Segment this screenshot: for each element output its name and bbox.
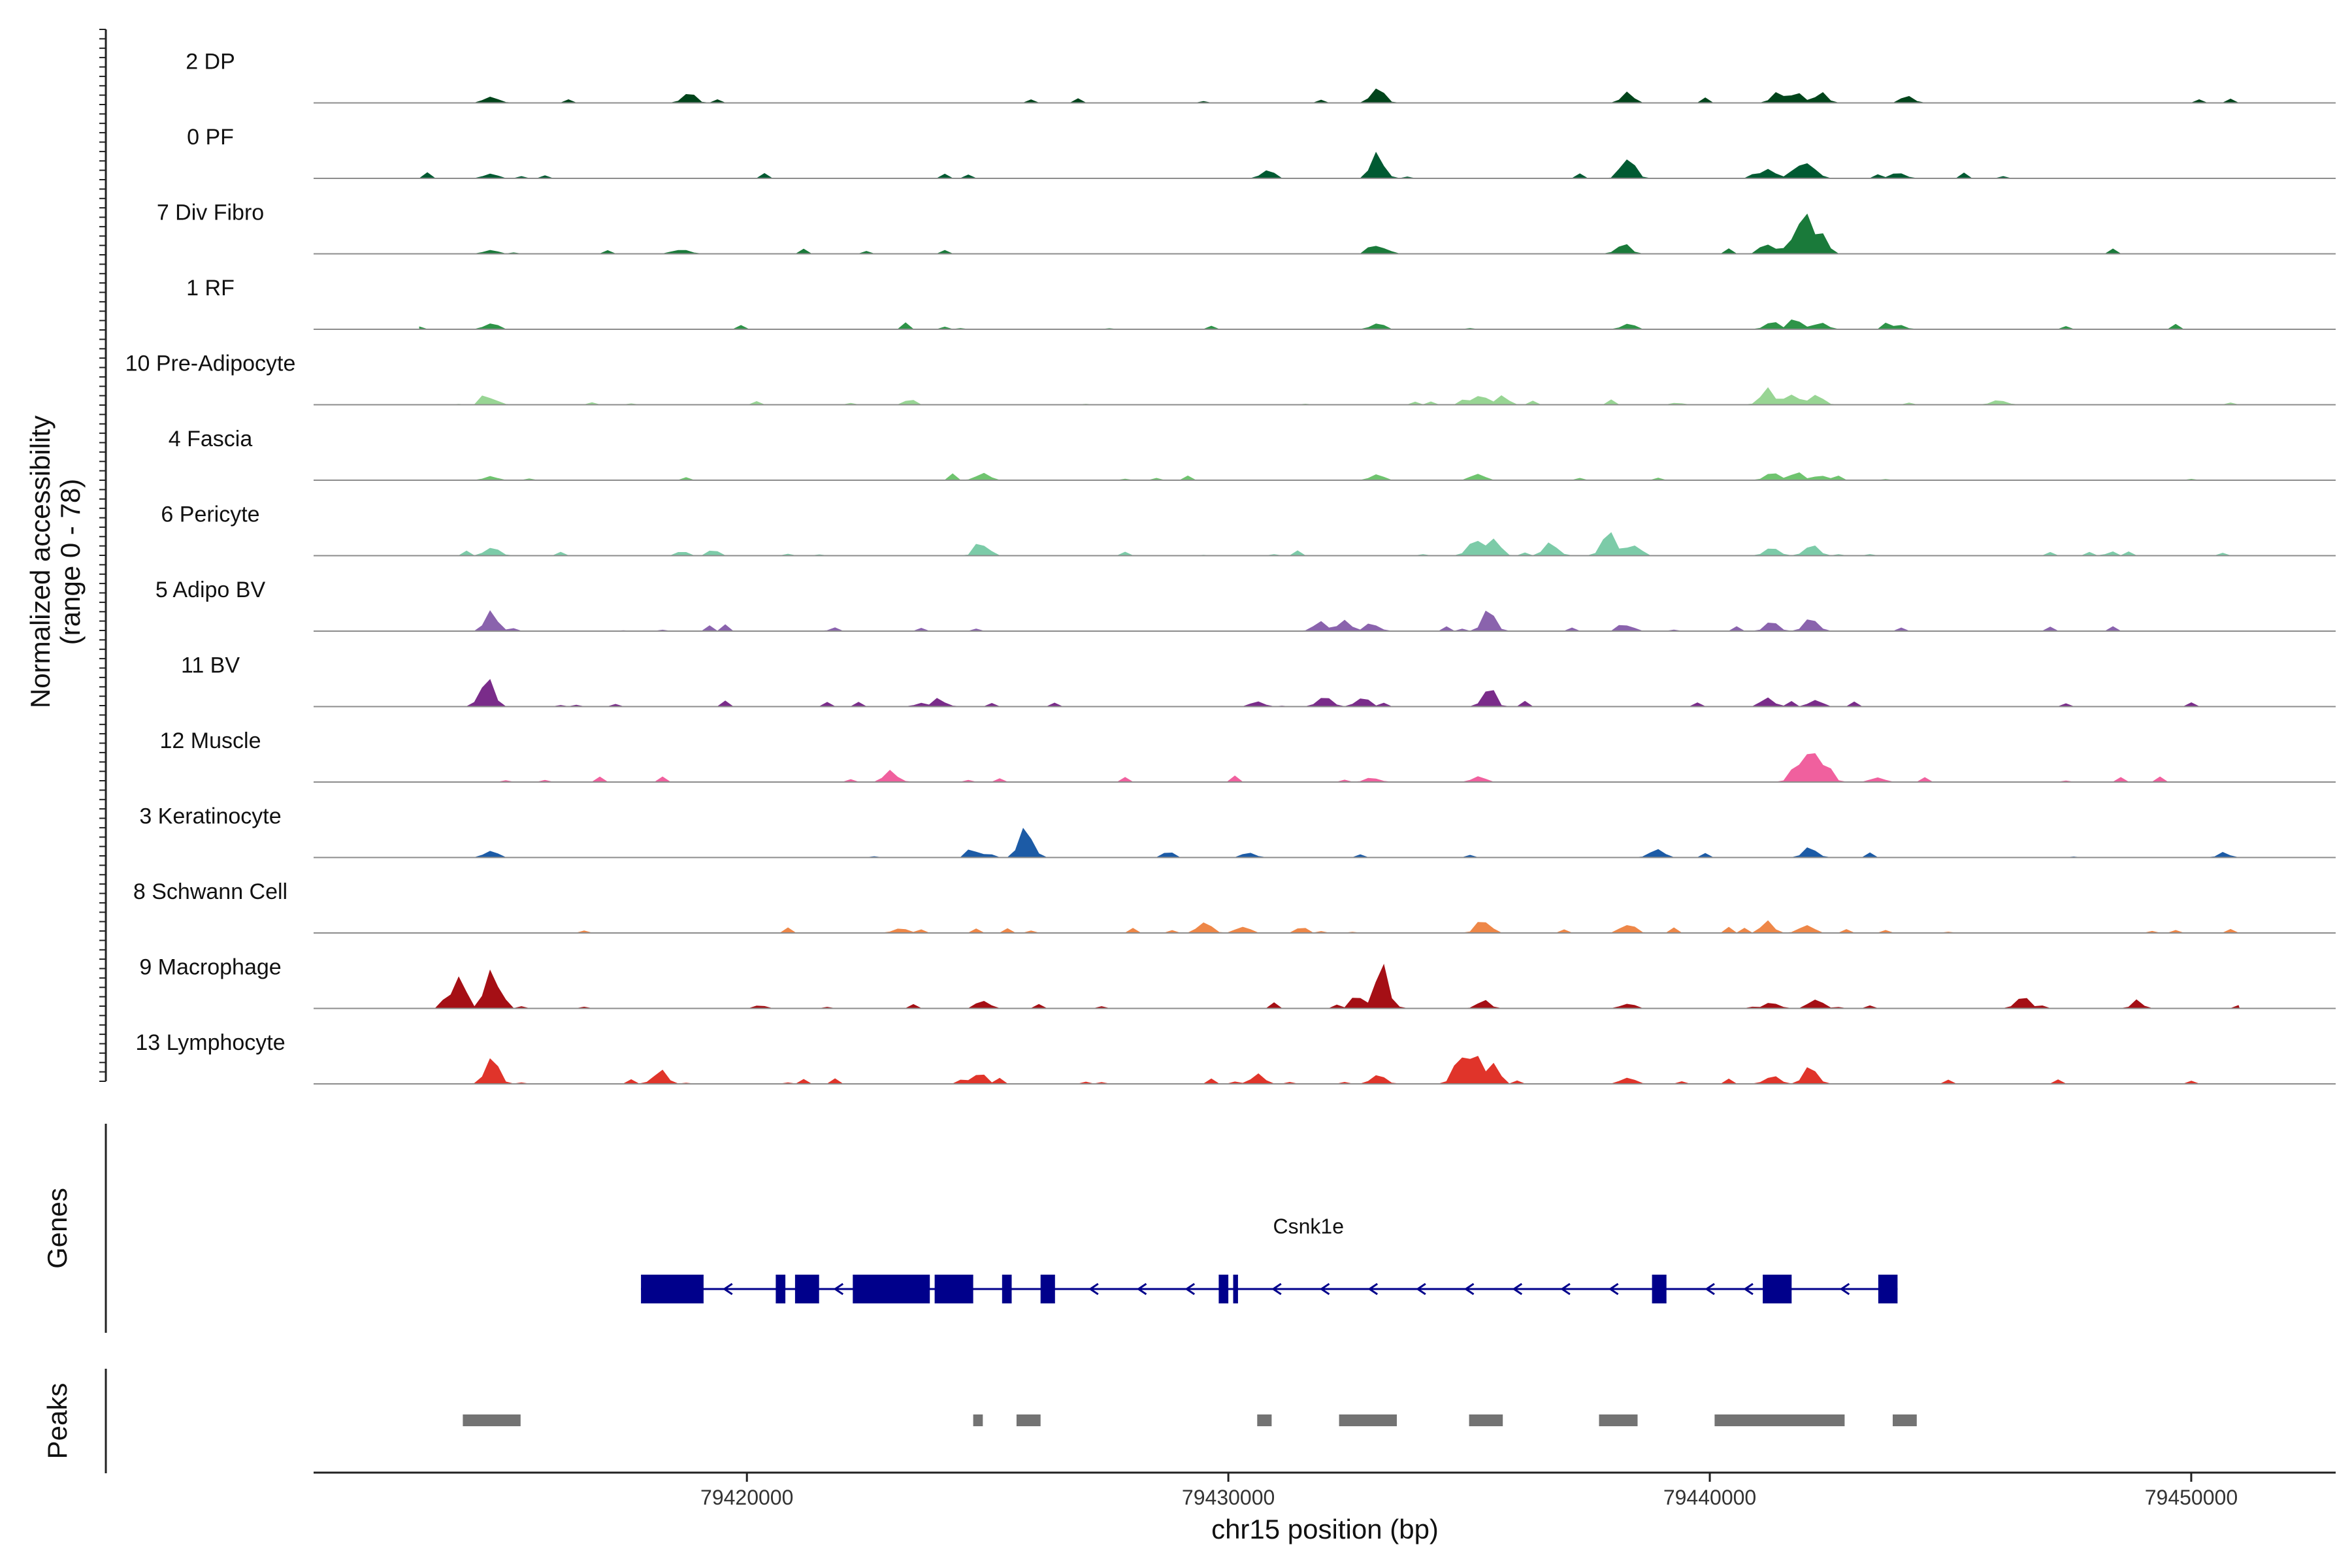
track-8: 11 BV [181,653,2336,708]
peak-bar [1257,1414,1272,1426]
coverage-y-ticks [99,29,106,1082]
strand-arrow [1088,1282,1099,1296]
gene-track: Csnk1e [641,1215,1898,1303]
coverage-area [419,532,2240,557]
y-axis-title-line-2: (range 0 - 78) [55,479,86,645]
coverage-area [419,753,2240,783]
gene-name-label: Csnk1e [1273,1215,1345,1238]
gene-exon [1002,1275,1012,1303]
strand-arrow [1271,1282,1282,1296]
coverage-area [419,472,2240,481]
gene-exon [934,1275,973,1303]
coverage-area [418,152,2240,179]
gene-exon [641,1275,704,1303]
peak-bar [1599,1414,1638,1426]
track-12: 9 Macrophage [139,955,2336,1009]
track-2: 7 Div Fibro [157,201,2336,255]
strand-arrow [1743,1282,1754,1296]
track-10: 3 Keratinocyte [139,804,2336,858]
track-label: 13 Lymphocyte [135,1030,285,1055]
peak-bar [1893,1414,1917,1426]
track-3: 1 RF [186,276,2336,330]
strand-arrow [1560,1282,1571,1296]
gene-exon [1218,1275,1229,1303]
gene-exon [1763,1275,1792,1303]
y-axis-title-line-1: Normalized accessibility [25,416,56,708]
x-tick-label: 79450000 [2145,1486,2238,1509]
track-9: 12 Muscle [160,728,2336,783]
track-label: 11 BV [181,653,240,678]
strand-arrow [1319,1282,1330,1296]
strand-arrow [1367,1282,1379,1296]
strand-arrow [1416,1282,1426,1296]
track-label: 1 RF [186,276,235,301]
x-tick-label: 79420000 [700,1486,793,1509]
track-7: 5 Adipo BV [155,578,2336,632]
y-axis-title: Normalized accessibility (range 0 - 78) [25,416,86,708]
strand-arrow [833,1282,844,1296]
gene-exon [776,1275,786,1303]
peak-bar [973,1414,983,1426]
gene-exon [1040,1275,1055,1303]
strand-arrow [1463,1282,1475,1296]
gene-exon [1233,1275,1238,1303]
genes-axis-title: Genes [42,1188,73,1269]
track-5: 4 Fascia [169,427,2336,481]
coverage-area [419,827,2240,858]
peak-track [463,1414,1917,1426]
track-label: 8 Schwann Cell [133,879,287,904]
track-label: 7 Div Fibro [157,201,264,225]
peak-bar [1016,1414,1041,1426]
track-label: 0 PF [187,125,234,150]
peaks-axis-title: Peaks [42,1383,73,1460]
track-0: 2 DP [186,50,2336,104]
peak-bar [1339,1414,1397,1426]
strand-arrow [1184,1282,1196,1296]
coverage-area [419,1056,2240,1085]
strand-arrow [1839,1282,1850,1296]
gene-exon [853,1275,930,1303]
track-label: 4 Fascia [169,427,253,451]
x-axis-title: chr15 position (bp) [1211,1514,1439,1544]
peak-bar [1714,1414,1845,1426]
coverage-area [419,213,2240,255]
track-1: 0 PF [187,125,2336,179]
gene-exon [794,1275,819,1303]
coverage-area [419,920,2240,934]
track-label: 3 Keratinocyte [139,804,281,829]
strand-arrow [1512,1282,1523,1296]
track-label: 12 Muscle [160,728,261,753]
coverage-tracks: 2 DP 0 PF 7 Div Fibro 1 RF 10 Pre-Adipocyte 4… [125,50,2336,1085]
strand-arrow [1608,1282,1619,1296]
track-label: 10 Pre-Adipocyte [125,351,296,376]
coverage-area [419,964,2240,1009]
track-label: 5 Adipo BV [155,578,266,602]
track-4: 10 Pre-Adipocyte [125,351,2336,406]
track-label: 2 DP [186,50,235,74]
x-axis-ticks: 79420000 79430000 79440000 79450000 [700,1473,2238,1509]
strand-arrow [723,1282,733,1296]
peak-bar [1469,1414,1503,1426]
coverage-area [419,319,2240,330]
gene-exon [1878,1275,1898,1303]
x-tick-label: 79440000 [1663,1486,1756,1509]
strand-arrow [1136,1282,1147,1296]
track-11: 8 Schwann Cell [133,879,2336,934]
gene-exon [1652,1275,1667,1303]
peak-bar [463,1414,521,1426]
coverage-area [419,679,2240,708]
track-13: 13 Lymphocyte [135,1030,2336,1085]
track-6: 6 Pericyte [161,502,2336,557]
coverage-area [419,610,2240,632]
x-tick-label: 79430000 [1182,1486,1275,1509]
track-label: 9 Macrophage [139,955,281,980]
coverage-area [419,88,2240,104]
strand-arrow [1705,1282,1715,1296]
coverage-area [419,387,2240,406]
track-label: 6 Pericyte [161,502,259,527]
